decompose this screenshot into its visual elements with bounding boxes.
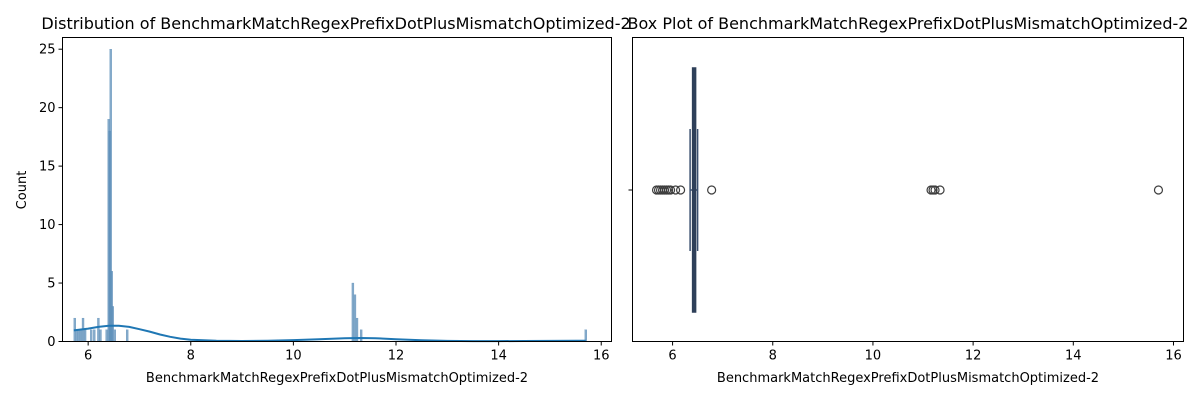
- histogram-kde-line: [73, 324, 586, 343]
- histogram-bar: [111, 306, 114, 342]
- histogram-bar: [79, 329, 83, 342]
- histogram-y-tick-label: 5: [47, 277, 55, 292]
- histogram-bar: [83, 329, 87, 342]
- histogram-x-tick-label: 8: [187, 349, 195, 364]
- histogram-y-ticks: 0 5 10 15 20 25: [39, 43, 63, 350]
- boxplot-x-tick-label: 12: [965, 349, 982, 364]
- histogram-bar: [359, 329, 363, 342]
- histogram-bar: [113, 329, 116, 342]
- boxplot-outliers: [651, 185, 1164, 195]
- boxplot-x-tick-label: 10: [865, 349, 882, 364]
- histogram-x-tick-label: 12: [388, 349, 405, 364]
- boxplot-title: Box Plot of BenchmarkMatchRegexPrefixDot…: [628, 14, 1189, 33]
- histogram-y-tick-label: 20: [39, 101, 56, 116]
- histogram-x-tick-label: 6: [84, 349, 92, 364]
- histogram-y-tick-label: 25: [39, 43, 56, 58]
- histogram-bar: [77, 329, 81, 342]
- histogram-y-axis-label: Count: [15, 171, 30, 210]
- histogram-x-tick-label: 14: [490, 349, 507, 364]
- histogram-bar: [90, 329, 93, 342]
- histogram-bar: [584, 329, 587, 342]
- boxplot-x-ticks: 6 8 10 12 14 16: [668, 341, 1182, 364]
- histogram-panel: Distribution of BenchmarkMatchRegexPrefi…: [15, 14, 631, 386]
- histogram-x-ticks: 6 8 10 12 14 16: [84, 341, 610, 364]
- histogram-bar: [351, 282, 355, 342]
- boxplot-x-tick-label: 14: [1065, 349, 1082, 364]
- histogram-axes-frame: [62, 37, 612, 342]
- histogram-y-tick-label: 10: [39, 218, 56, 233]
- histogram-bars: [73, 49, 587, 342]
- histogram-y-tick-label: 15: [39, 160, 56, 175]
- boxplot-x-tick-label: 8: [769, 349, 777, 364]
- histogram-bar: [353, 294, 357, 342]
- histogram-bar: [105, 329, 108, 342]
- histogram-x-axis-label: BenchmarkMatchRegexPrefixDotPlusMismatch…: [146, 371, 528, 386]
- histogram-bar: [97, 317, 100, 342]
- histogram-x-tick-label: 10: [285, 349, 302, 364]
- histogram-x-tick-label: 16: [593, 349, 610, 364]
- boxplot-box: [689, 67, 699, 313]
- boxplot-x-tick-label: 6: [668, 349, 676, 364]
- boxplot-outlier-point: [665, 185, 676, 195]
- boxplot-x-axis-label: BenchmarkMatchRegexPrefixDotPlusMismatch…: [717, 371, 1099, 386]
- boxplot-outlier-point: [1153, 185, 1164, 195]
- boxplot-outlier-point: [930, 185, 940, 195]
- boxplot-outlier-point: [675, 185, 686, 195]
- boxplot-outlier-point: [707, 185, 717, 195]
- boxplot-x-tick-label: 16: [1165, 349, 1182, 364]
- boxplot-panel: Box Plot of BenchmarkMatchRegexPrefixDot…: [628, 14, 1189, 386]
- histogram-bar: [99, 329, 102, 342]
- histogram-bar: [93, 329, 96, 342]
- histogram-title: Distribution of BenchmarkMatchRegexPrefi…: [41, 14, 630, 33]
- histogram-bar: [125, 329, 129, 342]
- histogram-bar: [75, 329, 79, 342]
- histogram-y-tick-label: 0: [47, 335, 55, 350]
- boxplot-outlier-point: [935, 185, 945, 195]
- boxplot-outlier-point: [670, 185, 681, 195]
